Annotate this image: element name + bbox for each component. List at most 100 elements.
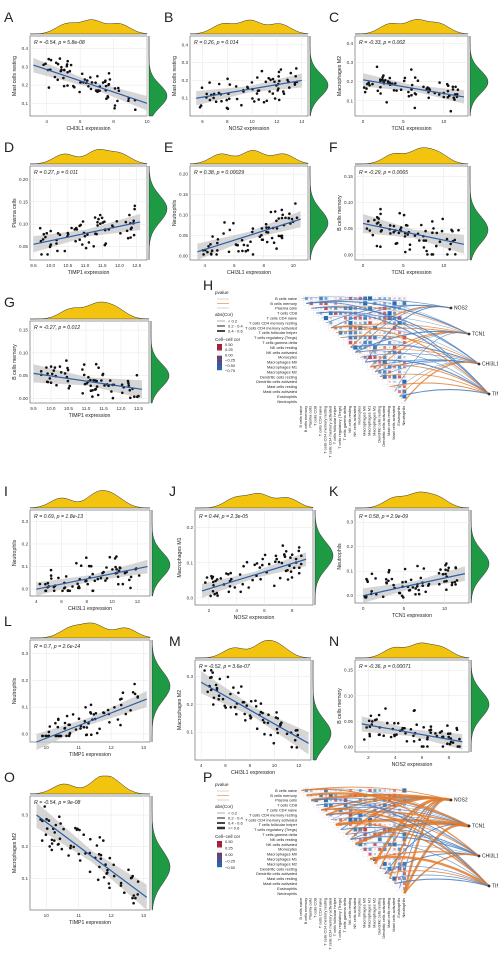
- legend-colorbar-tick: −0.75: [225, 368, 236, 373]
- panel-c: C 0 5 10 0.1 0.2 0.3 0.4 TCN1 expression Macropha…: [329, 9, 489, 132]
- data-point: [211, 235, 214, 238]
- heatmap-value: [348, 335, 353, 340]
- data-point: [422, 726, 426, 729]
- data-point: [94, 362, 98, 366]
- data-point: [290, 553, 294, 556]
- y-tick-label: 0.2: [22, 541, 29, 546]
- row-label: T cells CD4 memory resting: [249, 812, 297, 817]
- x-tick-label: 12: [135, 599, 141, 604]
- x-axis-label: CHI3L1 expression: [68, 606, 112, 612]
- data-point: [124, 712, 128, 716]
- data-point: [284, 550, 288, 553]
- data-point: [104, 863, 107, 866]
- data-point: [426, 736, 429, 739]
- heatmap-value: [334, 297, 337, 300]
- row-label: Neutrophils: [277, 399, 297, 404]
- data-point: [82, 725, 86, 729]
- heatmap-value: [378, 789, 382, 792]
- x-axis-label: TCN1 expression: [391, 270, 431, 276]
- heatmap-value: [373, 297, 376, 300]
- data-point: [238, 573, 242, 576]
- data-point: [450, 581, 454, 584]
- data-point: [95, 844, 99, 847]
- data-point: [46, 372, 49, 375]
- network-edge: [369, 855, 490, 888]
- x-tick-label: 6: [60, 599, 63, 604]
- data-point: [206, 250, 209, 254]
- top-density: [355, 491, 470, 509]
- data-point: [65, 359, 68, 362]
- regression-line: [362, 222, 465, 245]
- data-point: [234, 85, 238, 88]
- data-point: [442, 95, 446, 99]
- heatmap-value: [368, 316, 372, 320]
- heatmap-value: [344, 808, 347, 812]
- data-point: [222, 232, 225, 235]
- heatmap-value: [334, 798, 338, 802]
- y-tick-label: 0.2: [22, 844, 29, 849]
- data-point: [368, 229, 372, 232]
- data-point: [299, 562, 303, 566]
- heatmap-value: [343, 803, 348, 807]
- data-point: [455, 579, 459, 582]
- x-tick-label: 0: [362, 263, 365, 268]
- heatmap-value: [348, 316, 353, 320]
- legend-abs-label: 0.2 - 0.4: [228, 324, 243, 329]
- data-point: [44, 833, 48, 836]
- data-point: [85, 556, 88, 559]
- data-point: [277, 98, 281, 102]
- heatmap-value: [398, 882, 401, 885]
- data-point: [74, 826, 77, 830]
- data-point: [289, 71, 293, 75]
- data-point: [58, 57, 62, 60]
- gene-node: [487, 884, 491, 888]
- heatmap-value: [402, 385, 406, 389]
- data-point: [410, 83, 414, 87]
- data-point: [131, 874, 134, 878]
- data-point: [245, 704, 249, 707]
- data-point: [214, 579, 217, 583]
- row-label: Mast cells activated: [263, 389, 297, 394]
- data-point: [102, 839, 105, 842]
- data-point: [66, 379, 70, 383]
- heatmap-value: [363, 847, 367, 851]
- x-tick-label: 2: [367, 755, 370, 760]
- data-point: [204, 581, 207, 584]
- gene-node: [467, 824, 471, 828]
- x-axis-label: CHI3L1 expression: [227, 270, 271, 276]
- row-label: T cells gamma delta: [262, 832, 298, 837]
- data-point: [392, 89, 396, 92]
- heatmap-value: [373, 853, 377, 856]
- x-tick-label: 6: [263, 608, 266, 613]
- y-axis-label: B cells memory: [337, 195, 343, 231]
- legend-abs-label: 0.2 - 0.4: [228, 816, 243, 821]
- data-point: [104, 84, 108, 88]
- data-point: [296, 728, 299, 732]
- column-label: T cells regulatory (Tregs): [337, 405, 342, 449]
- gene-label: TCN1: [472, 824, 485, 830]
- data-point: [45, 380, 49, 384]
- data-point: [422, 246, 426, 249]
- data-point: [223, 221, 226, 224]
- data-point: [396, 722, 400, 725]
- y-tick-label: 0.1: [22, 101, 29, 106]
- data-point: [210, 253, 213, 256]
- data-point: [432, 227, 435, 230]
- data-point: [280, 208, 284, 212]
- data-point: [393, 721, 396, 725]
- heatmap-value: [348, 326, 353, 330]
- data-point: [274, 554, 278, 558]
- data-point: [100, 379, 103, 382]
- correlation-annotation: R = -0.33, p = 0.002: [359, 40, 405, 46]
- data-point: [294, 202, 297, 205]
- data-point: [389, 232, 392, 235]
- data-point: [66, 368, 70, 372]
- data-point: [91, 589, 95, 593]
- x-tick-label: 13: [141, 745, 147, 750]
- heatmap-value: [334, 818, 337, 821]
- x-tick-label: 10: [44, 913, 50, 918]
- heatmap-value: [392, 350, 397, 355]
- y-tick-label: 0.1: [182, 96, 189, 101]
- legend-colorbar-tick: 0.00: [225, 352, 234, 357]
